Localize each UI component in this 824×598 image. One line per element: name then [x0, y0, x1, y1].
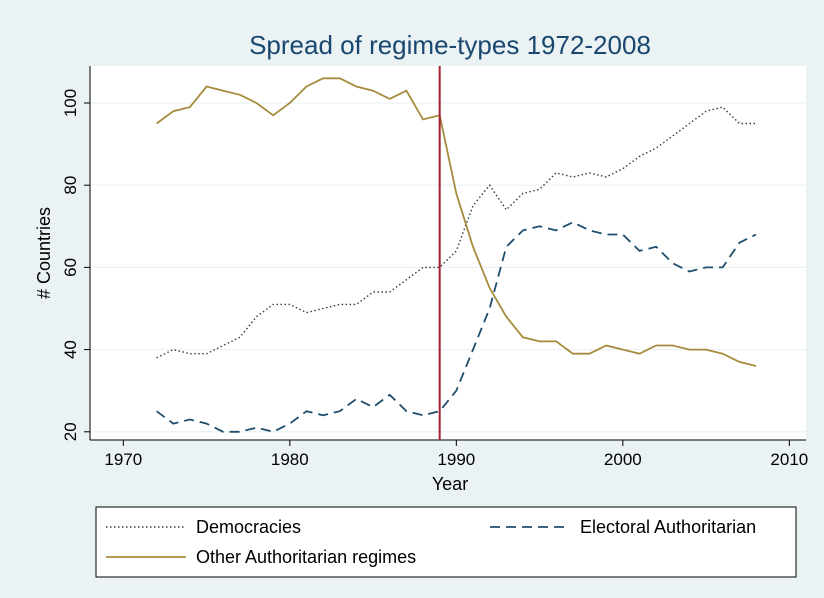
x-tick-label: 1990	[437, 450, 475, 469]
x-tick-label: 2010	[770, 450, 808, 469]
grid	[90, 102, 806, 433]
x-tick-label: 1980	[271, 450, 309, 469]
y-tick-label: 60	[61, 258, 80, 277]
legend: Democracies Electoral Authoritarian Other …	[106, 517, 756, 567]
y-tick-label: 100	[61, 89, 80, 117]
legend-label: Democracies	[196, 517, 301, 537]
chart-title: Spread of regime-types 1972-2008	[249, 30, 651, 60]
y-tick-label: 40	[61, 340, 80, 359]
series-line	[156, 77, 757, 367]
series-line	[156, 221, 757, 433]
plot-area	[90, 66, 806, 440]
legend-label: Electoral Authoritarian	[580, 517, 756, 537]
axes: 20 40 60 80 100 1970 1980 1990 2000 2010	[61, 66, 808, 469]
x-axis-label: Year	[432, 474, 468, 494]
series-lines	[156, 77, 757, 433]
y-tick-label: 80	[61, 176, 80, 195]
y-tick-label: 20	[61, 422, 80, 441]
legend-label: Other Authoritarian regimes	[196, 547, 416, 567]
x-tick-label: 1970	[104, 450, 142, 469]
legend-box	[95, 506, 797, 578]
y-axis-label: # Countries	[34, 207, 54, 299]
x-tick-label: 2000	[604, 450, 642, 469]
